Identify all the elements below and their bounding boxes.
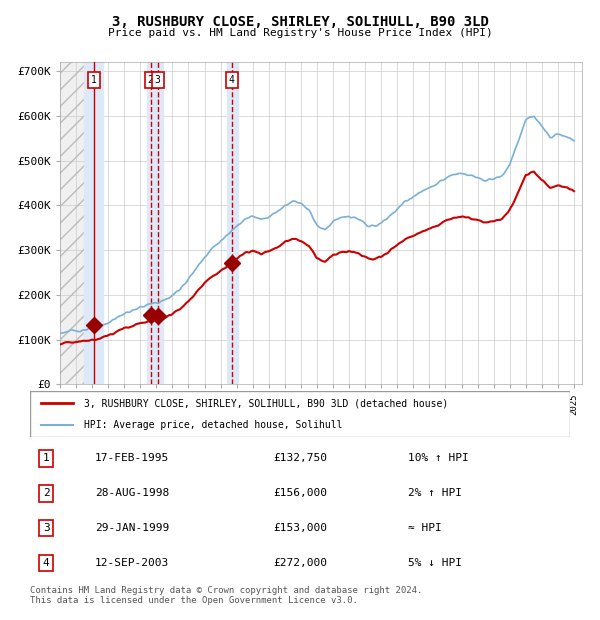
- Text: £132,750: £132,750: [273, 453, 327, 463]
- Text: Price paid vs. HM Land Registry's House Price Index (HPI): Price paid vs. HM Land Registry's House …: [107, 28, 493, 38]
- Text: ≈ HPI: ≈ HPI: [408, 523, 442, 533]
- Bar: [238, 62, 582, 384]
- Bar: [84, 62, 103, 384]
- Text: £153,000: £153,000: [273, 523, 327, 533]
- Text: 12-SEP-2003: 12-SEP-2003: [95, 558, 169, 568]
- Text: 1: 1: [43, 453, 50, 463]
- Text: 3, RUSHBURY CLOSE, SHIRLEY, SOLIHULL, B90 3LD (detached house): 3, RUSHBURY CLOSE, SHIRLEY, SOLIHULL, B9…: [84, 398, 448, 408]
- Bar: [147, 62, 163, 384]
- Text: 3, RUSHBURY CLOSE, SHIRLEY, SOLIHULL, B90 3LD: 3, RUSHBURY CLOSE, SHIRLEY, SOLIHULL, B9…: [112, 16, 488, 30]
- Text: 1: 1: [91, 75, 97, 85]
- Text: 2: 2: [148, 75, 154, 85]
- Bar: [60, 62, 84, 384]
- Bar: [227, 62, 238, 384]
- Text: HPI: Average price, detached house, Solihull: HPI: Average price, detached house, Soli…: [84, 420, 343, 430]
- Text: 28-AUG-1998: 28-AUG-1998: [95, 488, 169, 498]
- Text: 4: 4: [229, 75, 235, 85]
- Text: 29-JAN-1999: 29-JAN-1999: [95, 523, 169, 533]
- Text: Contains HM Land Registry data © Crown copyright and database right 2024.
This d: Contains HM Land Registry data © Crown c…: [30, 586, 422, 605]
- Text: 2: 2: [43, 488, 50, 498]
- Text: 10% ↑ HPI: 10% ↑ HPI: [408, 453, 469, 463]
- Text: 3: 3: [43, 523, 50, 533]
- FancyBboxPatch shape: [30, 391, 570, 437]
- Text: 5% ↓ HPI: 5% ↓ HPI: [408, 558, 462, 568]
- Text: £272,000: £272,000: [273, 558, 327, 568]
- Bar: [60, 62, 84, 384]
- Text: 3: 3: [155, 75, 161, 85]
- Text: 17-FEB-1995: 17-FEB-1995: [95, 453, 169, 463]
- Text: £156,000: £156,000: [273, 488, 327, 498]
- Text: 4: 4: [43, 558, 50, 568]
- Text: 2% ↑ HPI: 2% ↑ HPI: [408, 488, 462, 498]
